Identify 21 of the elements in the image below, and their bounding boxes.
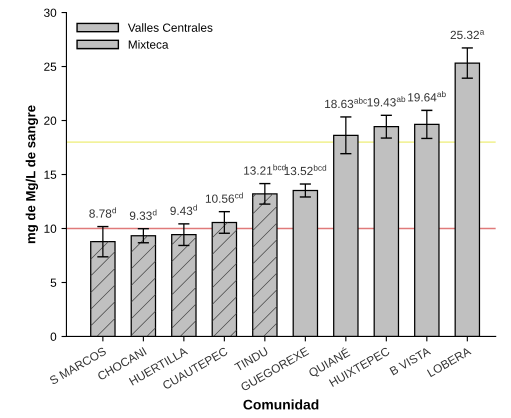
y-tick-label: 0	[50, 332, 56, 341]
y-axis-title: mg de Mg/L de sangre	[26, 105, 38, 244]
y-tick-label: 20	[44, 116, 56, 125]
data-label: 19.64$^{ab}$	[408, 91, 446, 102]
data-label: 18.63$^{abc}$	[325, 98, 367, 108]
y-tick-label: 5	[50, 278, 56, 287]
data-label: 8.78$^{d}$	[89, 207, 116, 218]
data-label: 13.52$^{bcd}$	[284, 164, 326, 176]
y-tick-label: 25	[44, 62, 56, 71]
data-label: 25.32$^{a}$	[450, 30, 484, 40]
legend-label: Mixteca	[128, 40, 168, 49]
data-label: 19.43$^{ab}$	[368, 96, 406, 106]
y-tick-label: 30	[44, 8, 56, 17]
x-axis-title: Comunidad	[243, 399, 318, 410]
data-label: 9.43$^{d}$	[170, 204, 197, 216]
y-tick-label: 15	[44, 170, 56, 179]
data-label: 13.21$^{bcd}$	[244, 164, 286, 175]
y-tick-label: 10	[44, 224, 56, 233]
data-label: 9.33$^{d}$	[130, 209, 156, 220]
legend-label: Valles Centrales	[128, 23, 212, 32]
data-label: 10.56$^{cd}$	[206, 192, 243, 203]
